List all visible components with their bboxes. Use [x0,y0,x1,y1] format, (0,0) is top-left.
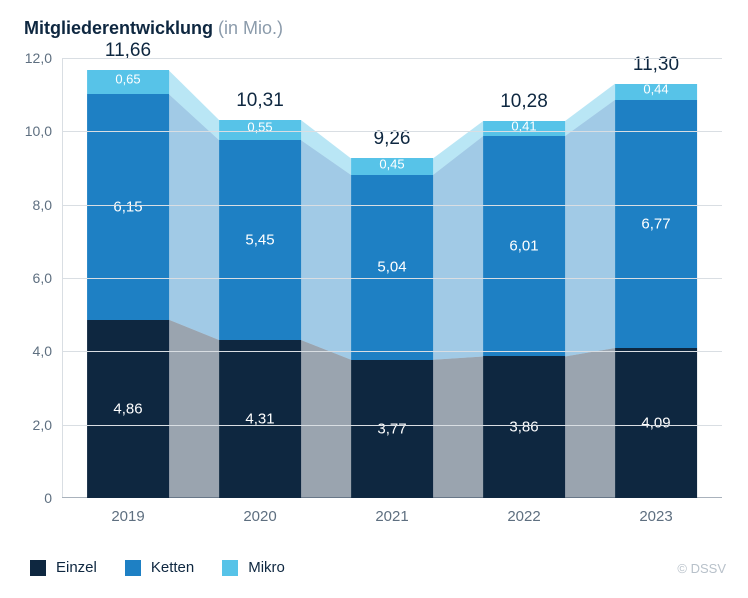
legend-label: Einzel [56,559,97,576]
bar-segment-mikro: 0,41 [483,121,565,136]
bar-segment-ketten: 6,77 [615,100,697,348]
x-tick-label: 2021 [375,508,408,525]
gridline [62,58,722,59]
bar-segment-ketten: 5,45 [219,140,301,340]
bar-segment-mikro: 0,44 [615,84,697,100]
y-tick-label: 0 [44,490,52,506]
bar-segment-ketten: 6,01 [483,136,565,356]
x-tick-label: 2022 [507,508,540,525]
bar-segment-einzel: 3,86 [483,356,565,498]
legend-label: Mikro [248,559,285,576]
bar-segment-einzel: 4,31 [219,340,301,498]
total-label: 10,28 [500,91,548,113]
legend-item-ketten: Ketten [125,559,194,576]
total-label: 11,66 [105,40,151,62]
chart-title: Mitgliederentwicklung (in Mio.) [24,18,724,39]
y-tick-label: 4,0 [33,343,52,359]
bar-segment-einzel: 4,86 [87,320,169,498]
title-main: Mitgliederentwicklung [24,18,213,38]
bar-segment-mikro: 0,45 [351,158,433,175]
bar-segment-ketten: 6,15 [87,94,169,320]
segment-label: 3,86 [509,419,538,436]
legend-swatch [30,560,46,576]
segment-label: 0,65 [115,71,140,86]
segment-label: 6,77 [641,215,670,232]
y-tick-label: 8,0 [33,197,52,213]
total-label: 11,30 [633,54,679,76]
bar-segment-einzel: 4,09 [615,348,697,498]
segment-label: 4,09 [641,415,670,432]
segment-label: 5,04 [377,259,406,276]
bar-segment-einzel: 3,77 [351,360,433,498]
x-tick-label: 2019 [111,508,144,525]
segment-label: 0,44 [643,82,668,97]
credit-text: © DSSV [677,561,726,576]
segment-label: 6,01 [509,238,538,255]
legend: Einzel Ketten Mikro [30,559,285,576]
y-tick-label: 2,0 [33,417,52,433]
chart-container: Mitgliederentwicklung (in Mio.) 4,86 6,15… [0,0,748,598]
gridline [62,205,722,206]
gridline [62,131,722,132]
y-tick-label: 6,0 [33,270,52,286]
segment-label: 5,45 [245,232,274,249]
total-label: 10,31 [236,90,284,112]
bar-segment-mikro: 0,65 [87,70,169,94]
chart-area: 4,866,150,6511,6620194,315,450,5510,3120… [62,58,722,498]
legend-label: Ketten [151,559,194,576]
legend-swatch [125,560,141,576]
title-sub: (in Mio.) [218,18,283,38]
bar-segment-ketten: 5,04 [351,175,433,360]
legend-item-einzel: Einzel [30,559,97,576]
gridline [62,425,722,426]
x-tick-label: 2023 [639,508,672,525]
x-tick-label: 2020 [243,508,276,525]
y-tick-label: 10,0 [25,123,52,139]
segment-label: 4,86 [113,400,142,417]
legend-item-mikro: Mikro [222,559,285,576]
bar-segment-mikro: 0,55 [219,120,301,140]
legend-swatch [222,560,238,576]
gridline [62,351,722,352]
segment-label: 6,15 [113,199,142,216]
y-tick-label: 12,0 [25,50,52,66]
segment-label: 0,45 [379,157,404,172]
gridline [62,278,722,279]
segment-label: 3,77 [377,420,406,437]
